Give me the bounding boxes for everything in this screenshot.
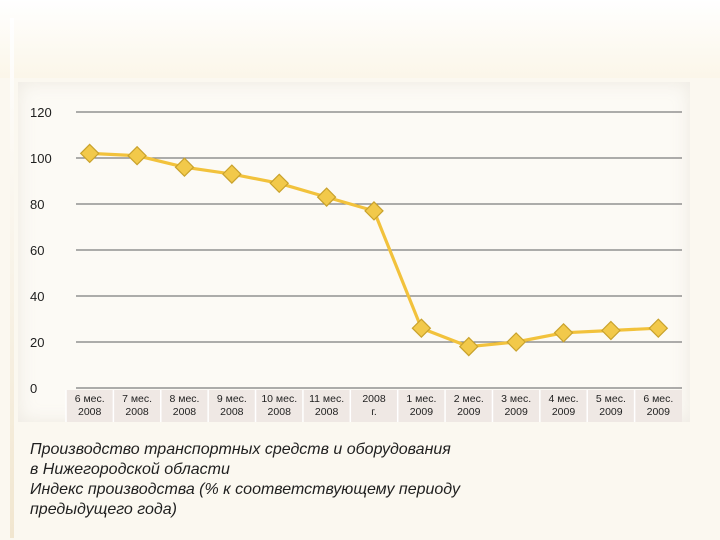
caption-line-3: Индекс производства (% к соответствующем… (30, 481, 460, 498)
y-tick-label: 100 (30, 151, 52, 166)
grid-layer (76, 111, 682, 389)
x-tick-label: 2008 (268, 406, 292, 418)
data-point-marker (174, 157, 195, 178)
x-tick-label: г. (371, 406, 376, 418)
y-tick-label: 120 (30, 105, 52, 120)
data-point-marker (316, 187, 337, 207)
x-tick-label: 2009 (552, 406, 576, 418)
x-tick-label: 2009 (647, 406, 671, 418)
data-point-marker (506, 332, 527, 352)
y-tick-label: 0 (30, 381, 37, 396)
x-tick-label: 11 мес. (309, 393, 344, 405)
x-tick-label: 2008 (125, 406, 149, 418)
y-tick-label: 80 (30, 197, 44, 212)
y-tick-label: 40 (30, 289, 44, 304)
x-tick-label: 2008 (362, 393, 386, 405)
data-point-marker (364, 201, 384, 221)
x-tick-label: 2009 (599, 406, 623, 418)
chart-panel: 0 20 40 60 80 100 120 6 мес. 2008 7 мес. 2008 8 ме… (18, 82, 690, 422)
y-axis-ticks: 0 20 40 60 80 100 120 (30, 105, 52, 396)
caption-line-1: Производство транспортных средств и обор… (30, 441, 451, 458)
slide-header-band (0, 0, 720, 78)
y-tick-label: 20 (30, 335, 44, 350)
x-axis-band (66, 390, 682, 422)
x-tick-label: 8 мес. (169, 393, 199, 405)
x-tick-label: 4 мес. (549, 393, 579, 405)
caption-line-2: в Нижегородской области (30, 461, 230, 478)
data-point-marker (601, 320, 621, 341)
data-point-marker (221, 164, 242, 184)
x-tick-label: 5 мес. (596, 393, 626, 405)
x-tick-label: 10 мес. (261, 393, 297, 405)
x-tick-label: 6 мес. (643, 393, 673, 405)
chart-caption: Производство транспортных средств и обор… (30, 440, 590, 520)
x-tick-label: 2008 (315, 406, 339, 418)
x-tick-label: 2009 (457, 406, 481, 418)
marker-layer (79, 143, 669, 357)
y-tick-label: 60 (30, 243, 44, 258)
data-point-marker (79, 143, 100, 164)
x-tick-label: 2009 (410, 406, 434, 418)
data-point-marker (269, 173, 290, 194)
x-tick-label: 1 мес. (406, 393, 436, 405)
slide-left-rule (10, 18, 14, 538)
x-tick-label: 2008 (173, 406, 197, 418)
x-tick-label: 2009 (504, 406, 528, 418)
x-tick-label: 6 мес. (75, 393, 105, 405)
data-point-marker (127, 145, 147, 166)
data-point-marker (458, 336, 479, 357)
x-tick-label: 3 мес. (501, 393, 531, 405)
data-point-marker (648, 318, 669, 339)
x-tick-label: 2 мес. (454, 393, 484, 405)
x-tick-label: 2008 (78, 406, 102, 418)
data-point-marker (411, 318, 432, 339)
data-point-marker (553, 322, 574, 343)
x-tick-label: 9 мес. (217, 393, 247, 405)
x-tick-label: 7 мес. (122, 393, 152, 405)
x-tick-label: 2008 (220, 406, 244, 418)
caption-line-4: предыдущего года) (30, 501, 177, 518)
